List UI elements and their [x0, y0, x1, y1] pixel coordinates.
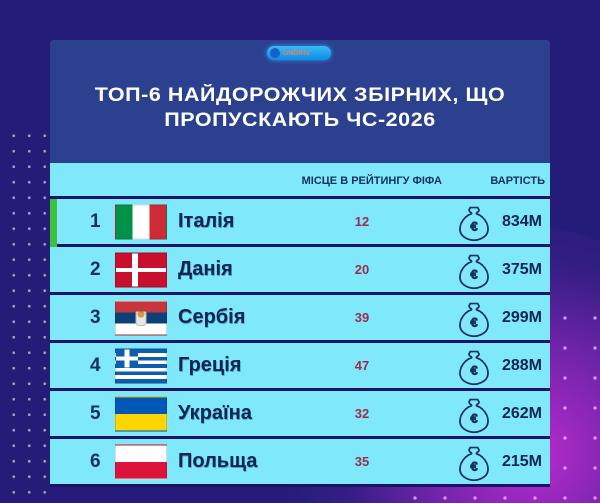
svg-text:€: € [471, 459, 478, 473]
svg-text:€: € [471, 267, 478, 281]
svg-text:€: € [471, 363, 478, 377]
svg-text:€: € [471, 315, 478, 329]
svg-text:€: € [471, 219, 478, 233]
svg-text:€: € [471, 411, 478, 425]
